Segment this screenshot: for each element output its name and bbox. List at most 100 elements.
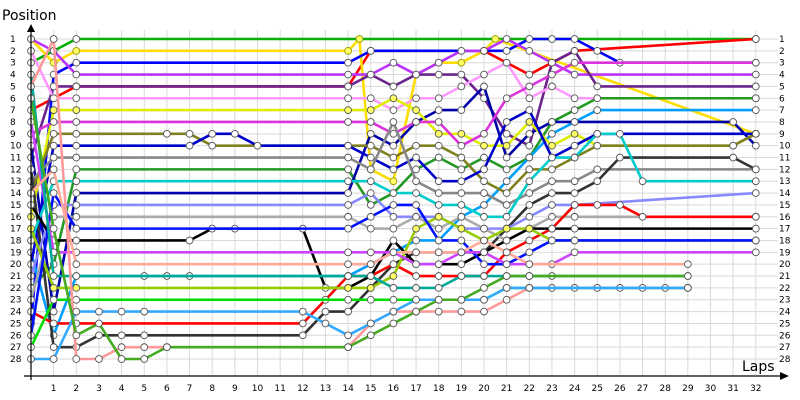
y-tick-label-right: 12 bbox=[779, 165, 790, 175]
y-tick-label-right: 3 bbox=[779, 59, 785, 69]
data-point bbox=[570, 177, 579, 186]
x-tick-label: 8 bbox=[209, 384, 215, 394]
y-tick-label: 16 bbox=[10, 213, 22, 223]
data-point bbox=[502, 165, 511, 174]
data-point bbox=[502, 141, 511, 150]
data-point bbox=[72, 307, 81, 316]
data-point bbox=[480, 307, 488, 316]
data-point bbox=[593, 94, 602, 103]
data-point bbox=[72, 94, 81, 103]
data-point bbox=[548, 82, 556, 91]
y-tick-label: 10 bbox=[10, 142, 22, 152]
data-point bbox=[412, 153, 420, 162]
data-point bbox=[434, 58, 443, 67]
data-point bbox=[593, 47, 602, 55]
data-point bbox=[389, 212, 398, 221]
data-point bbox=[457, 129, 466, 138]
data-point bbox=[457, 260, 466, 269]
x-tick-label: 24 bbox=[569, 384, 581, 394]
y-tick-label-right: 8 bbox=[779, 118, 785, 128]
data-point bbox=[344, 260, 352, 269]
data-point bbox=[751, 129, 760, 138]
data-point bbox=[72, 355, 81, 363]
data-point bbox=[72, 212, 81, 221]
data-point bbox=[185, 129, 194, 138]
data-point bbox=[298, 307, 307, 316]
data-point bbox=[389, 236, 398, 245]
data-point bbox=[412, 307, 420, 316]
data-point bbox=[49, 106, 58, 114]
data-point bbox=[140, 343, 149, 351]
x-tick-label: 29 bbox=[682, 384, 694, 394]
data-point bbox=[366, 94, 375, 103]
data-point bbox=[570, 248, 579, 257]
data-point bbox=[548, 165, 556, 174]
data-point bbox=[95, 331, 103, 340]
data-point bbox=[751, 94, 760, 103]
data-point bbox=[163, 129, 171, 138]
data-point bbox=[49, 153, 58, 162]
x-tick-label: 22 bbox=[524, 384, 535, 394]
y-tick-label-right: 4 bbox=[779, 71, 785, 81]
data-point bbox=[434, 295, 443, 304]
data-point bbox=[638, 212, 647, 221]
data-point bbox=[683, 272, 692, 280]
data-point bbox=[751, 106, 760, 114]
data-point bbox=[389, 307, 398, 316]
data-point bbox=[570, 106, 579, 114]
series-line bbox=[29, 49, 756, 158]
data-point bbox=[344, 58, 352, 67]
data-point bbox=[457, 201, 466, 209]
data-point bbox=[457, 141, 466, 150]
data-point bbox=[49, 94, 58, 103]
data-point bbox=[72, 141, 81, 150]
data-point bbox=[344, 248, 352, 257]
data-point bbox=[525, 212, 534, 221]
data-point bbox=[751, 189, 760, 197]
series-line bbox=[30, 96, 756, 289]
series-line bbox=[29, 286, 688, 348]
data-point bbox=[412, 177, 420, 186]
data-point bbox=[525, 272, 534, 280]
y-tick-label-right: 25 bbox=[779, 319, 790, 329]
data-point bbox=[457, 82, 466, 91]
data-point bbox=[412, 212, 420, 221]
x-tick-label: 9 bbox=[232, 384, 238, 394]
data-point bbox=[525, 153, 534, 162]
y-tick-label-right: 9 bbox=[779, 130, 785, 140]
y-tick-label: 3 bbox=[10, 59, 16, 69]
data-point bbox=[49, 129, 58, 138]
data-point bbox=[366, 272, 375, 280]
data-point bbox=[366, 212, 375, 221]
data-point bbox=[344, 177, 352, 186]
y-tick-label-right: 17 bbox=[779, 225, 790, 235]
data-point bbox=[570, 236, 579, 245]
data-point bbox=[117, 331, 126, 340]
series-7 bbox=[27, 47, 760, 114]
data-point bbox=[366, 248, 375, 257]
data-point bbox=[366, 118, 375, 126]
data-point bbox=[412, 201, 420, 209]
y-tick-label-right: 11 bbox=[779, 154, 790, 164]
data-point bbox=[525, 106, 534, 114]
data-point bbox=[570, 118, 579, 126]
data-point bbox=[502, 58, 511, 67]
data-point bbox=[616, 201, 624, 209]
data-point bbox=[366, 47, 375, 55]
data-point bbox=[72, 118, 81, 126]
data-point bbox=[434, 141, 443, 150]
data-point bbox=[525, 35, 534, 43]
data-point bbox=[457, 106, 466, 114]
data-point bbox=[593, 106, 602, 114]
data-point bbox=[502, 260, 511, 269]
series-line bbox=[29, 85, 757, 313]
data-point bbox=[638, 177, 647, 186]
data-point bbox=[593, 177, 602, 186]
data-point bbox=[344, 106, 352, 114]
data-point bbox=[389, 189, 398, 197]
data-point bbox=[434, 272, 443, 280]
data-point bbox=[593, 129, 602, 138]
data-point bbox=[344, 224, 352, 233]
x-tick-label: 7 bbox=[187, 384, 193, 394]
y-tick-label: 5 bbox=[10, 82, 16, 92]
